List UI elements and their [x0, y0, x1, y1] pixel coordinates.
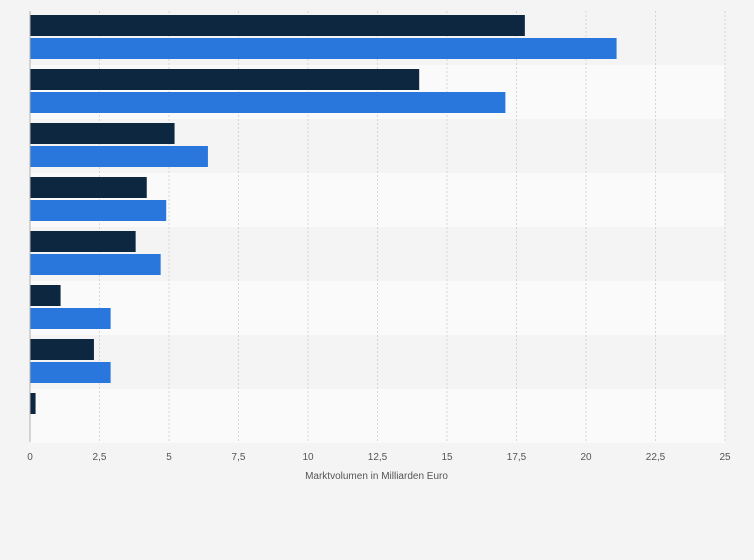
x-tick-label: 7,5: [232, 452, 246, 463]
bar: [30, 308, 111, 329]
x-tick-label: 25: [719, 452, 731, 463]
bars: [30, 15, 617, 414]
bar: [30, 146, 208, 167]
bar: [30, 15, 525, 36]
bar: [30, 38, 617, 59]
x-tick-label: 0: [27, 452, 33, 463]
x-tick-labels: 0 2,5 5 7,5 10 12,5 15 17,5 20 22,5 25: [27, 452, 731, 463]
bar: [30, 123, 175, 144]
x-tick-label: 2,5: [93, 452, 107, 463]
bar: [30, 393, 36, 414]
bar: [30, 339, 94, 360]
bar: [30, 177, 147, 198]
x-tick-label: 12,5: [368, 452, 388, 463]
bar: [30, 231, 136, 252]
x-tick-label: 15: [441, 452, 453, 463]
x-tick-label: 10: [302, 452, 314, 463]
x-tick-label: 20: [580, 452, 592, 463]
x-tick-label: 22,5: [646, 452, 666, 463]
bar: [30, 69, 420, 90]
bar: [30, 92, 506, 113]
bar: [30, 285, 61, 306]
x-axis-title: Marktvolumen in Milliarden Euro: [305, 471, 448, 482]
bar: [30, 200, 167, 221]
x-tick-label: 17,5: [507, 452, 527, 463]
x-tick-label: 5: [166, 452, 172, 463]
bar: [30, 254, 161, 275]
bar: [30, 362, 111, 383]
